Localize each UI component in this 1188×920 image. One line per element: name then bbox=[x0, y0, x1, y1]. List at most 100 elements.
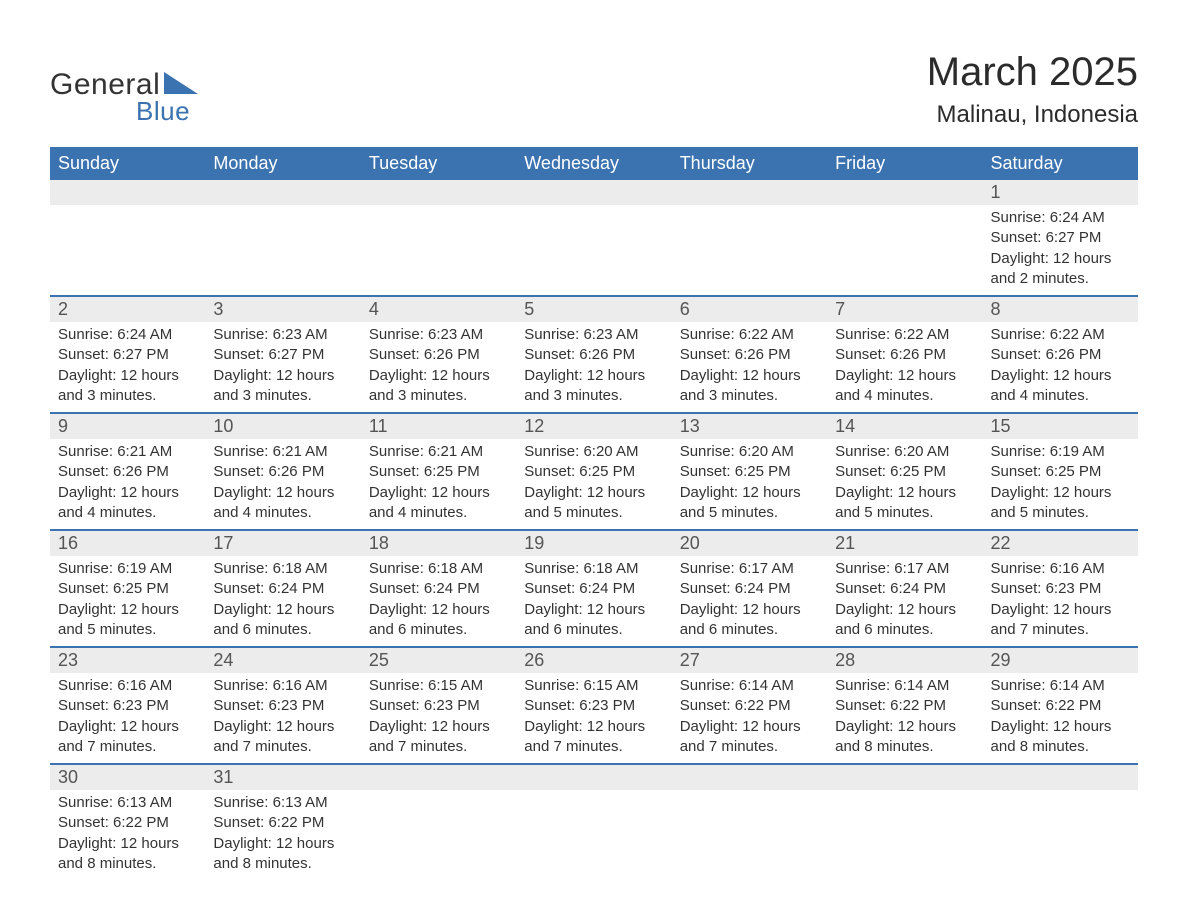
week-daynum-row: 2345678 bbox=[50, 296, 1138, 322]
week-content-row: Sunrise: 6:19 AMSunset: 6:25 PMDaylight:… bbox=[50, 556, 1138, 647]
day-day2: and 4 minutes. bbox=[213, 503, 352, 523]
day-day2: and 5 minutes. bbox=[835, 503, 974, 523]
day-number-cell: 18 bbox=[361, 530, 516, 556]
week-daynum-row: 1 bbox=[50, 180, 1138, 205]
day-content-cell: Sunrise: 6:14 AMSunset: 6:22 PMDaylight:… bbox=[827, 673, 982, 764]
day-sunset: Sunset: 6:22 PM bbox=[835, 696, 974, 716]
day-day2: and 6 minutes. bbox=[680, 620, 819, 640]
location-subtitle: Malinau, Indonesia bbox=[927, 101, 1138, 129]
day-day1: Daylight: 12 hours bbox=[835, 600, 974, 620]
day-sunrise: Sunrise: 6:17 AM bbox=[835, 559, 974, 579]
day-sunset: Sunset: 6:25 PM bbox=[369, 462, 508, 482]
day-day2: and 6 minutes. bbox=[524, 620, 663, 640]
day-day1: Daylight: 12 hours bbox=[58, 600, 197, 620]
day-day2: and 7 minutes. bbox=[680, 737, 819, 757]
day-number-cell: 13 bbox=[672, 413, 827, 439]
day-day1: Daylight: 12 hours bbox=[58, 483, 197, 503]
header-monday: Monday bbox=[205, 147, 360, 180]
day-content-cell: Sunrise: 6:17 AMSunset: 6:24 PMDaylight:… bbox=[827, 556, 982, 647]
day-sunrise: Sunrise: 6:21 AM bbox=[58, 442, 197, 462]
day-content-cell bbox=[672, 205, 827, 296]
header-sunday: Sunday bbox=[50, 147, 205, 180]
day-day1: Daylight: 12 hours bbox=[524, 366, 663, 386]
day-content-cell: Sunrise: 6:18 AMSunset: 6:24 PMDaylight:… bbox=[205, 556, 360, 647]
day-day2: and 5 minutes. bbox=[58, 620, 197, 640]
day-sunset: Sunset: 6:25 PM bbox=[680, 462, 819, 482]
week-daynum-row: 9101112131415 bbox=[50, 413, 1138, 439]
day-sunset: Sunset: 6:25 PM bbox=[524, 462, 663, 482]
day-number-cell: 23 bbox=[50, 647, 205, 673]
day-content-cell: Sunrise: 6:21 AMSunset: 6:26 PMDaylight:… bbox=[205, 439, 360, 530]
day-number-cell: 24 bbox=[205, 647, 360, 673]
day-sunset: Sunset: 6:27 PM bbox=[991, 228, 1130, 248]
day-day1: Daylight: 12 hours bbox=[369, 600, 508, 620]
day-sunrise: Sunrise: 6:22 AM bbox=[680, 325, 819, 345]
day-number-cell: 2 bbox=[50, 296, 205, 322]
day-day2: and 8 minutes. bbox=[991, 737, 1130, 757]
day-sunset: Sunset: 6:25 PM bbox=[58, 579, 197, 599]
day-content-cell: Sunrise: 6:23 AMSunset: 6:27 PMDaylight:… bbox=[205, 322, 360, 413]
day-sunset: Sunset: 6:26 PM bbox=[991, 345, 1130, 365]
day-day2: and 6 minutes. bbox=[835, 620, 974, 640]
day-content-cell: Sunrise: 6:22 AMSunset: 6:26 PMDaylight:… bbox=[672, 322, 827, 413]
day-sunset: Sunset: 6:26 PM bbox=[680, 345, 819, 365]
header-tuesday: Tuesday bbox=[361, 147, 516, 180]
day-content-cell: Sunrise: 6:20 AMSunset: 6:25 PMDaylight:… bbox=[672, 439, 827, 530]
day-day1: Daylight: 12 hours bbox=[680, 717, 819, 737]
day-day2: and 4 minutes. bbox=[58, 503, 197, 523]
day-content-cell: Sunrise: 6:17 AMSunset: 6:24 PMDaylight:… bbox=[672, 556, 827, 647]
day-day1: Daylight: 12 hours bbox=[58, 366, 197, 386]
day-content-cell: Sunrise: 6:20 AMSunset: 6:25 PMDaylight:… bbox=[827, 439, 982, 530]
day-sunset: Sunset: 6:25 PM bbox=[835, 462, 974, 482]
day-number-cell: 29 bbox=[983, 647, 1138, 673]
day-content-cell: Sunrise: 6:21 AMSunset: 6:25 PMDaylight:… bbox=[361, 439, 516, 530]
day-sunset: Sunset: 6:27 PM bbox=[58, 345, 197, 365]
day-day2: and 7 minutes. bbox=[58, 737, 197, 757]
day-sunrise: Sunrise: 6:24 AM bbox=[58, 325, 197, 345]
day-day2: and 4 minutes. bbox=[369, 503, 508, 523]
day-day2: and 5 minutes. bbox=[680, 503, 819, 523]
day-day1: Daylight: 12 hours bbox=[369, 483, 508, 503]
day-sunset: Sunset: 6:22 PM bbox=[213, 813, 352, 833]
day-content-cell: Sunrise: 6:19 AMSunset: 6:25 PMDaylight:… bbox=[983, 439, 1138, 530]
day-day2: and 2 minutes. bbox=[991, 269, 1130, 289]
day-day2: and 7 minutes. bbox=[991, 620, 1130, 640]
week-content-row: Sunrise: 6:24 AMSunset: 6:27 PMDaylight:… bbox=[50, 322, 1138, 413]
day-day1: Daylight: 12 hours bbox=[835, 717, 974, 737]
day-sunset: Sunset: 6:24 PM bbox=[213, 579, 352, 599]
day-sunset: Sunset: 6:23 PM bbox=[58, 696, 197, 716]
day-day1: Daylight: 12 hours bbox=[835, 366, 974, 386]
day-sunset: Sunset: 6:24 PM bbox=[524, 579, 663, 599]
day-day1: Daylight: 12 hours bbox=[524, 483, 663, 503]
day-day1: Daylight: 12 hours bbox=[991, 249, 1130, 269]
week-content-row: Sunrise: 6:13 AMSunset: 6:22 PMDaylight:… bbox=[50, 790, 1138, 880]
day-content-cell bbox=[50, 205, 205, 296]
day-sunrise: Sunrise: 6:23 AM bbox=[524, 325, 663, 345]
day-day1: Daylight: 12 hours bbox=[991, 483, 1130, 503]
day-sunrise: Sunrise: 6:16 AM bbox=[991, 559, 1130, 579]
day-content-cell: Sunrise: 6:16 AMSunset: 6:23 PMDaylight:… bbox=[983, 556, 1138, 647]
header-wednesday: Wednesday bbox=[516, 147, 671, 180]
day-sunrise: Sunrise: 6:20 AM bbox=[524, 442, 663, 462]
week-content-row: Sunrise: 6:24 AMSunset: 6:27 PMDaylight:… bbox=[50, 205, 1138, 296]
day-sunrise: Sunrise: 6:13 AM bbox=[213, 793, 352, 813]
day-sunset: Sunset: 6:24 PM bbox=[835, 579, 974, 599]
day-content-cell: Sunrise: 6:16 AMSunset: 6:23 PMDaylight:… bbox=[50, 673, 205, 764]
day-number-cell: 5 bbox=[516, 296, 671, 322]
day-number-cell: 6 bbox=[672, 296, 827, 322]
day-day2: and 3 minutes. bbox=[524, 386, 663, 406]
week-daynum-row: 16171819202122 bbox=[50, 530, 1138, 556]
day-sunrise: Sunrise: 6:19 AM bbox=[58, 559, 197, 579]
day-sunrise: Sunrise: 6:18 AM bbox=[369, 559, 508, 579]
month-title: March 2025 bbox=[927, 50, 1138, 95]
day-sunrise: Sunrise: 6:24 AM bbox=[991, 208, 1130, 228]
day-sunrise: Sunrise: 6:15 AM bbox=[369, 676, 508, 696]
day-sunrise: Sunrise: 6:17 AM bbox=[680, 559, 819, 579]
day-content-cell: Sunrise: 6:22 AMSunset: 6:26 PMDaylight:… bbox=[827, 322, 982, 413]
day-sunset: Sunset: 6:27 PM bbox=[213, 345, 352, 365]
day-sunset: Sunset: 6:23 PM bbox=[991, 579, 1130, 599]
day-number-cell bbox=[827, 764, 982, 790]
day-sunrise: Sunrise: 6:18 AM bbox=[213, 559, 352, 579]
day-number-cell: 21 bbox=[827, 530, 982, 556]
day-number-cell: 27 bbox=[672, 647, 827, 673]
